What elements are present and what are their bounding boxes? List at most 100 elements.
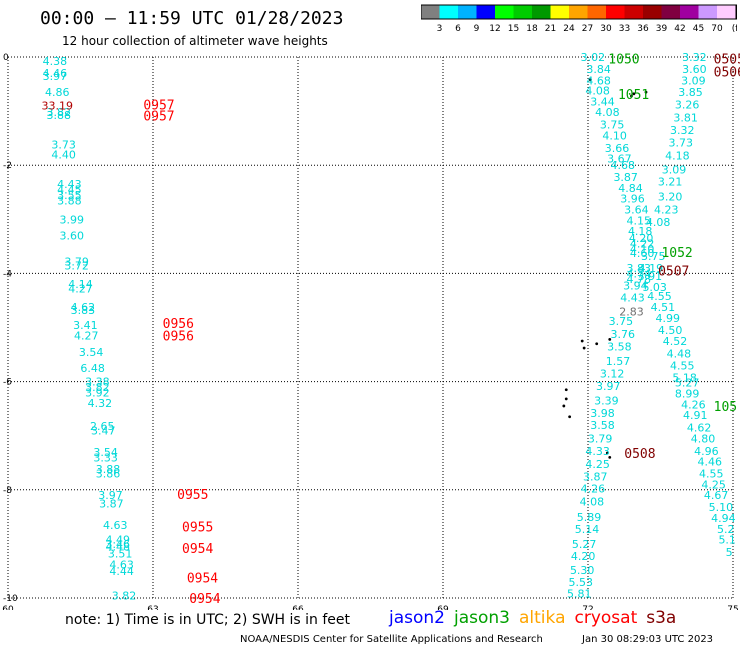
wave-height-value: 3.32 (682, 51, 707, 64)
wave-height-value: 3.51 (108, 548, 133, 561)
colorbar-swatch (606, 5, 625, 19)
wave-height-value: 4.15 (627, 214, 652, 227)
wave-height-value: 5.27 (675, 377, 700, 390)
wave-height-value: 3.75 (641, 250, 666, 263)
colorbar-swatch (476, 5, 495, 19)
wave-height-value: 3.98 (590, 407, 615, 420)
wave-height-value: 3.76 (611, 328, 636, 341)
colorbar-tick-label: 9 (474, 24, 480, 34)
wave-height-value: 4.18 (628, 225, 653, 238)
wave-height-value: 4.62 (71, 301, 96, 314)
wave-height-value: 5.1 (718, 534, 736, 547)
colorbar-swatch (495, 5, 514, 19)
wave-height-value: 3.47 (91, 424, 116, 437)
wave-height-value: 3.84 (586, 63, 611, 76)
wave-height-value: 3.32 (670, 124, 695, 137)
wave-height-value: 4.46 (698, 456, 723, 469)
land-island-5 (580, 339, 584, 343)
wave-height-value: 3.55 (57, 189, 82, 202)
wave-height-value: 4.99 (656, 312, 681, 325)
land-island-12 (568, 415, 572, 419)
colorbar-tick-label: 3 (437, 24, 443, 34)
wave-height-value: 3.96 (620, 193, 645, 206)
wave-height-value: 3.92 (85, 386, 110, 399)
wave-height-value: 3.83 (627, 262, 652, 275)
x-tick-label: 63 (147, 605, 158, 610)
wave-height-value: 5.27 (572, 538, 597, 551)
pass-time-label: 0954 (189, 592, 220, 607)
wave-height-value: 3.99 (60, 213, 85, 226)
pass-time-label: 0957 (143, 109, 174, 124)
wave-height-value: 4.27 (68, 283, 93, 296)
wave-height-value: 3.09 (662, 164, 687, 177)
land-island-8 (608, 338, 612, 341)
colorbar-tick-label: 15 (508, 24, 519, 34)
page-title: 00:00 – 11:59 UTC 01/28/2023 (40, 8, 344, 29)
land-island-1 (589, 78, 592, 82)
wave-height-value: 3.86 (96, 468, 121, 481)
wave-height-value: 4.26 (581, 483, 606, 496)
wave-height-value: 4.49 (105, 534, 130, 547)
x-tick-label: 66 (292, 605, 304, 610)
wave-height-value: 3.09 (681, 74, 706, 87)
colorbar-tick-label: 39 (656, 24, 668, 34)
wave-height-value: 4.32 (88, 397, 113, 410)
wave-height-value: 4.86 (45, 86, 70, 99)
colorbar-tick-label: 36 (637, 24, 649, 34)
land-island-14 (608, 455, 612, 459)
wave-height-value: 3.39 (594, 395, 619, 408)
wave-height-value: 4.20 (571, 550, 596, 563)
pass-time-label: 0954 (187, 571, 218, 586)
colorbar-tick-label: 24 (563, 24, 575, 34)
land-island-13 (605, 451, 609, 455)
wave-height-value: 5.14 (575, 523, 600, 536)
wave-height-value: 3.73 (51, 139, 76, 152)
pass-time-label: 0956 (163, 330, 194, 345)
wave-height-value: 5.18 (672, 371, 697, 384)
colorbar-tick-label: 70 (711, 24, 723, 34)
wave-height-value: 5.10 (709, 501, 734, 514)
x-tick-label: 72 (582, 605, 593, 610)
wave-height-value: 4.25 (585, 458, 610, 471)
land-island-7 (595, 342, 599, 346)
wave-height-value: 4.51 (651, 301, 676, 314)
legend-s3a: s3a (646, 608, 677, 628)
colorbar-tick-label: 27 (582, 24, 593, 34)
wave-height-value: 4.08 (646, 216, 671, 229)
wave-height-value: 3.20 (658, 191, 683, 204)
pass-time-label: 0955 (177, 488, 208, 503)
wave-height-value: 4.33 (585, 445, 610, 458)
wave-height-value: 5.03 (642, 281, 667, 294)
wave-height-value: 4.43 (57, 178, 82, 191)
land-island-6 (582, 346, 586, 350)
wave-height-value: 3.79 (588, 432, 613, 445)
wave-height-value: 3.82 (85, 381, 110, 394)
wave-height-value: 5.89 (577, 511, 602, 524)
wave-height-value: 3.97 (596, 380, 621, 393)
colorbar-swatch (421, 5, 440, 19)
wave-height-value: 3.73 (669, 136, 694, 149)
wave-height-value: 4.08 (585, 85, 610, 98)
wave-height-value: 3.75 (609, 315, 634, 328)
colorbar-swatch (717, 5, 736, 19)
wave-height-value: 3.87 (99, 497, 124, 510)
wave-height-value: 4.48 (667, 347, 692, 360)
wave-height-value: 4.08 (580, 496, 605, 509)
land-island-11 (562, 404, 566, 408)
colorbar-swatch (532, 5, 551, 19)
colorbar-swatch (439, 5, 458, 19)
wave-height-value: 3.94 (623, 279, 648, 292)
wave-height-value: 4.08 (595, 106, 620, 119)
wave-height-value: 4.48 (105, 541, 130, 554)
land-island-4 (630, 94, 633, 98)
pass-time-label: 0955 (182, 521, 213, 536)
colorbar-swatch (513, 5, 532, 19)
wave-height-value: 3.87 (583, 470, 608, 483)
legend-cryosat: cryosat (574, 608, 638, 628)
wave-height-value: 4.55 (670, 359, 695, 372)
wave-height-value: 4.18 (665, 149, 690, 162)
colorbar-tick-label: (ft) (732, 24, 737, 34)
colorbar-tick-label: 21 (545, 24, 556, 34)
